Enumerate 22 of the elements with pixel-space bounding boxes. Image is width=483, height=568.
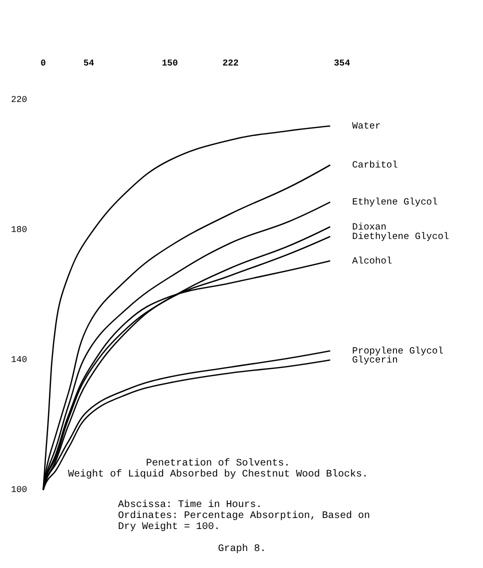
y-tick-label: 220 — [11, 95, 28, 105]
x-tick-label: 222 — [222, 58, 239, 68]
text: Penetration of Solvents. — [146, 458, 290, 470]
y-tick-label: 180 — [11, 225, 28, 235]
text: Ethylene Glycol — [352, 196, 438, 208]
text: Carbitol — [352, 160, 398, 170]
text: Propylene Glycol — [352, 345, 444, 356]
x-tick-label: 54 — [83, 58, 95, 68]
text: Water — [352, 120, 381, 132]
x-tick-label: 0 — [40, 58, 46, 68]
text: Alcohol — [352, 255, 392, 266]
x-tick-label: 150 — [162, 58, 178, 68]
caption: Graph 8. — [218, 543, 266, 555]
text: Glycerin — [352, 354, 398, 366]
y-tick-label: 100 — [11, 485, 28, 495]
y-tick-label: 140 — [11, 355, 28, 365]
text: Weight of Liquid Absorbed by Chestnut Wood Blocks. — [68, 468, 368, 480]
text: Diethylene Glycol — [352, 231, 450, 242]
text: Dioxan — [352, 221, 386, 232]
text: Ordinates: Percentage Absorption, Based on Dry Weight = 100. — [118, 510, 376, 533]
x-tick-label: 354 — [334, 58, 351, 68]
text: Abscissa: Time in Hours. — [118, 499, 262, 511]
